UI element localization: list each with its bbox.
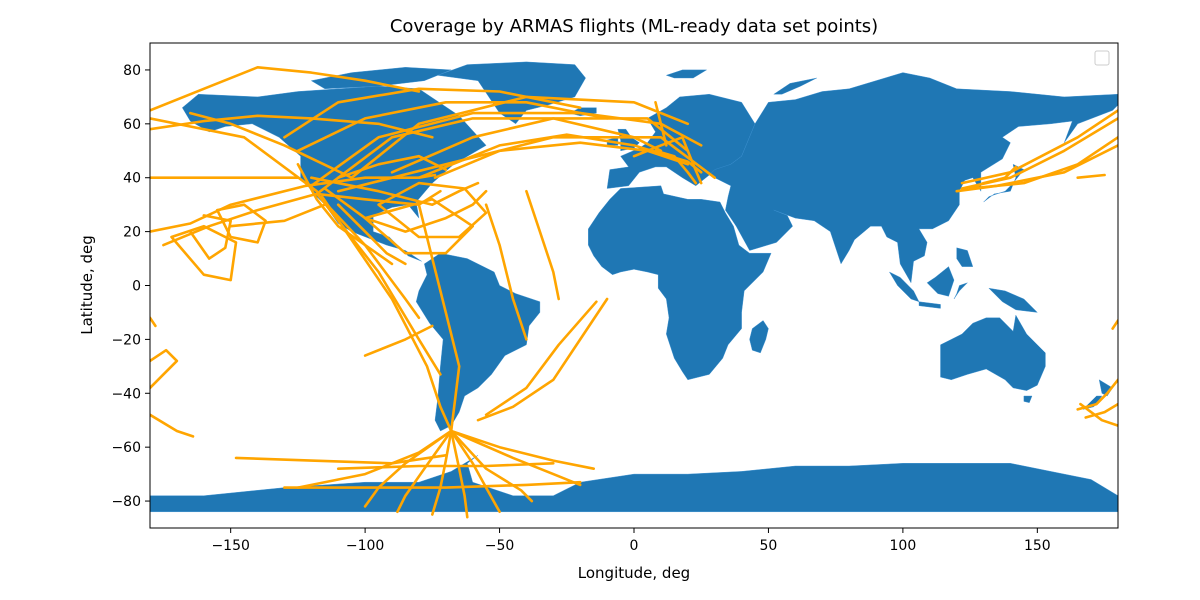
flight-track-transatlantic-7: [390, 117, 690, 174]
x-tick-label: −150: [211, 538, 249, 554]
flight-track-antarctica-dash: [234, 453, 448, 465]
flight-track-nz-tracks-2: [1084, 402, 1118, 419]
flight-track-antarctica-dash-2: [336, 461, 555, 471]
flight-track-alaska-hawaii: [150, 114, 434, 139]
flight-track-transatlantic-4: [417, 133, 703, 179]
y-axis-ticks: −80 −60 −40 −20 0 20 40 60 80: [111, 63, 150, 510]
flight-track-nz-tracks-3: [1079, 402, 1118, 427]
land-tasmania: [1023, 395, 1033, 403]
flight-track-antarctica-fan-9: [449, 429, 534, 503]
flight-track-atlantic-south-dash: [476, 297, 609, 422]
x-tick-label: −50: [485, 538, 515, 554]
flight-track-caribbean-loop: [377, 181, 488, 239]
y-axis-label: Latitude, deg: [78, 235, 96, 335]
y-tick-label: −80: [111, 494, 141, 510]
land-antarctica: [150, 455, 1118, 512]
flight-track-asia-pacific-4: [960, 109, 1118, 185]
x-tick-label: 150: [1024, 538, 1051, 554]
land-borneo: [926, 266, 955, 297]
land-java: [918, 301, 941, 309]
flight-track-transatlantic-1: [315, 117, 663, 196]
flight-track-west-pacific-coast: [296, 163, 394, 266]
flight-track-south-pacific-west-2: [150, 413, 195, 438]
flight-track-la-to-patagonia: [320, 195, 453, 433]
y-tick-label: 60: [123, 117, 141, 133]
land-south-america: [415, 252, 541, 432]
land-svalbard: [665, 69, 708, 79]
flight-track-antarctica-fan-6: [449, 429, 582, 487]
land-sulawesi: [953, 282, 968, 300]
flight-track-pacific-south: [363, 324, 434, 357]
flight-track-us-domestic-5: [336, 154, 448, 179]
flight-track-south-pacific-west-3: [150, 316, 157, 328]
x-axis-label: Longitude, deg: [578, 564, 690, 582]
land-europe: [606, 93, 756, 189]
x-tick-label: 100: [890, 538, 917, 554]
flight-track-antarctica-fan-1: [430, 429, 453, 516]
flight-track-atlantic-mid-2: [484, 203, 528, 341]
flight-track-pacific-hawaii: [162, 192, 319, 247]
flight-track-caribbean-loop-2: [363, 198, 475, 255]
land-novaya-zemlya: [773, 77, 817, 95]
flight-track-pacific-mid-loop: [215, 203, 267, 244]
flight-track-antarctica-fan-5: [363, 429, 453, 508]
flight-track-asia-pacific-3: [955, 144, 1118, 193]
flight-track-layer: [150, 66, 1118, 519]
flight-track-norway-line: [654, 101, 668, 147]
flight-track-antarctica-fan-8: [396, 429, 453, 514]
land-australia: [940, 314, 1046, 391]
land-madagascar: [749, 320, 769, 354]
flight-track-transatlantic-6: [336, 136, 717, 193]
flight-track-pacific-line: [229, 203, 327, 228]
flight-track-trans-north-2: [283, 87, 582, 139]
legend-box: [1094, 50, 1110, 66]
flight-track-us-domestic-4: [323, 187, 488, 233]
flight-track-hawaii-loop: [170, 224, 238, 282]
x-axis-ticks: −150 −100 −50 0 50 100 150: [211, 528, 1051, 554]
land-new-guinea: [988, 287, 1038, 313]
flight-track-trans-north-1: [296, 101, 609, 153]
flight-track-arctic-polar: [150, 66, 421, 112]
flight-track-europe-local-2: [654, 149, 698, 185]
land-asia: [708, 72, 1118, 284]
flight-track-antarctica-fan-2: [449, 429, 501, 514]
y-tick-label: 20: [123, 225, 141, 241]
flight-track-pacific-east-dash: [1076, 173, 1106, 179]
flight-track-colorado-to-alaska: [189, 111, 354, 179]
flight-track-atlantic-mid: [525, 189, 561, 301]
flight-track-korea-japan: [968, 165, 1018, 190]
land-sumatra: [888, 271, 920, 303]
flight-track-europe-local: [632, 136, 703, 185]
flight-track-us-domestic-2: [315, 189, 442, 206]
flight-track-antarctica-fan-7: [449, 429, 469, 519]
flight-track-mexico-gulf: [336, 203, 407, 266]
x-tick-label: −100: [346, 538, 384, 554]
land-africa: [588, 185, 772, 381]
y-tick-label: −20: [111, 332, 141, 348]
flight-track-atlantic-south-dash-2: [484, 300, 598, 417]
flight-track-west-coast-to-peru: [315, 192, 421, 320]
y-tick-label: 0: [132, 279, 141, 295]
flight-track-transatlantic-3: [309, 111, 703, 188]
land-arctic-islands: [310, 67, 452, 90]
y-tick-label: 40: [123, 171, 141, 187]
flight-track-nz-east: [1111, 319, 1118, 330]
flight-track-antarctica-fan-4: [449, 429, 596, 471]
x-tick-label: 50: [760, 538, 778, 554]
y-tick-label: 80: [123, 63, 141, 79]
y-tick-label: −60: [111, 440, 141, 456]
flight-track-nz-tracks: [1076, 378, 1118, 411]
y-tick-label: −40: [111, 386, 141, 402]
flight-track-south-pacific-west: [150, 348, 179, 390]
chart-title: Coverage by ARMAS flights (ML-ready data…: [390, 16, 878, 37]
land-philippines: [956, 247, 974, 267]
x-tick-label: 0: [630, 538, 639, 554]
flight-track-antarctica-sweep: [283, 480, 582, 489]
flight-track-transatlantic-2: [433, 141, 690, 179]
flight-track-us-to-south-america: [417, 203, 461, 433]
flight-track-pacific-hawaii-2: [150, 184, 308, 233]
